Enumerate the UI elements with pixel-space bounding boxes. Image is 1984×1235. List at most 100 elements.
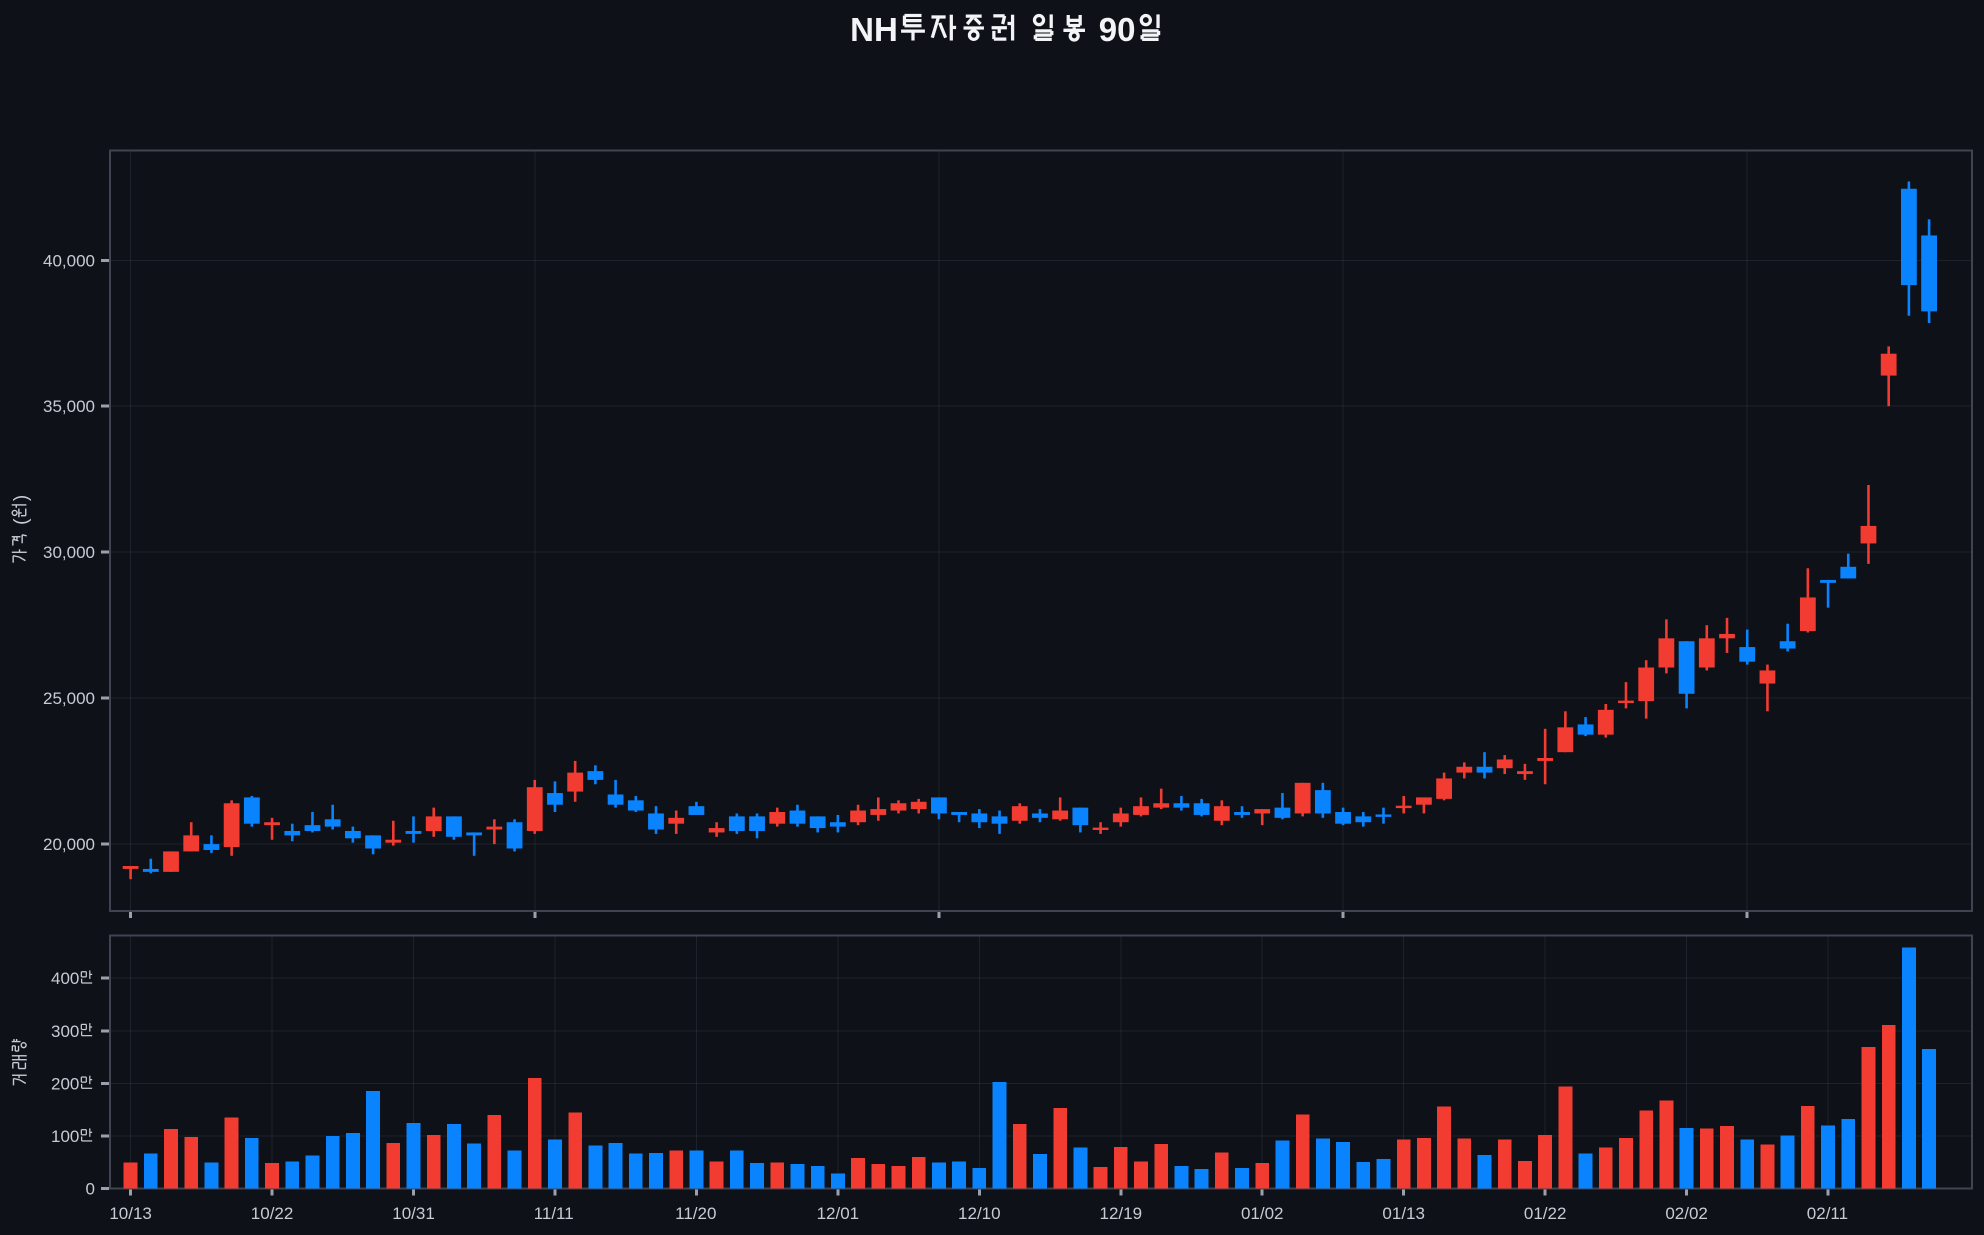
candle-body — [1092, 827, 1109, 830]
candle-body — [1294, 782, 1311, 814]
volume-bar — [568, 1112, 583, 1189]
volume-bar — [1134, 1161, 1148, 1189]
volume-bar — [1841, 1119, 1856, 1189]
hangul-glyph — [11, 1038, 27, 1052]
date-tick-label-text: 01/13 — [1382, 1204, 1425, 1223]
volume-bar — [1295, 1114, 1310, 1189]
candle-body — [1799, 597, 1816, 632]
price-tick-label: 25,000 — [43, 689, 95, 708]
volume-bar — [406, 1122, 421, 1189]
hangul-glyph — [963, 14, 984, 42]
date-tick-label-text: 12/19 — [1100, 1204, 1143, 1223]
volume-bar — [649, 1152, 663, 1189]
hangul-glyph — [12, 1074, 27, 1086]
volume-bar — [123, 1162, 138, 1189]
candle-body — [344, 830, 361, 839]
volume-bar — [932, 1162, 946, 1189]
candle-body — [1112, 813, 1129, 823]
date-tick-label: 12/10 — [958, 1204, 1001, 1223]
date-tick-label: 11/20 — [675, 1204, 716, 1223]
candle-body — [1597, 709, 1614, 735]
hangul-glyph — [930, 14, 957, 41]
candle-body — [1698, 638, 1715, 668]
candle-body — [1355, 816, 1372, 823]
date-tick-label: 01/13 — [1382, 1204, 1425, 1223]
volume-bar — [1720, 1126, 1734, 1189]
candle-body — [183, 835, 200, 852]
hangul-glyph — [11, 549, 27, 563]
candle-body — [1739, 647, 1756, 662]
candle-body — [385, 839, 402, 843]
volume-bar — [1416, 1138, 1431, 1189]
date-tick-label-text: 10/31 — [392, 1204, 435, 1223]
volume-bar — [851, 1158, 865, 1189]
volume-bar — [305, 1155, 320, 1189]
candle-body — [971, 813, 988, 823]
volume-bar — [1214, 1152, 1229, 1189]
volume-bar — [325, 1136, 340, 1189]
candle-body — [1032, 813, 1048, 818]
price-axis-title-text-text: ) — [11, 495, 32, 501]
volume-bar — [1113, 1147, 1128, 1189]
volume-bar — [164, 1129, 178, 1189]
axis-tick-labels: 20,000 25,000 30,000 35,000 40,000 0 100 200 300… — [43, 251, 1848, 1223]
date-tick-label: 10/22 — [251, 1204, 294, 1223]
volume-bar — [1740, 1139, 1755, 1189]
volume-bar — [1275, 1140, 1290, 1189]
candle-body — [809, 816, 826, 829]
volume-bar — [1194, 1169, 1209, 1189]
hangul-glyph — [11, 1055, 27, 1070]
volume-bar — [952, 1161, 967, 1189]
volume-tick-label-text: 300 — [51, 1022, 79, 1041]
volume-bar — [1012, 1123, 1027, 1189]
candle-body — [1254, 809, 1271, 814]
volume-bar — [810, 1166, 825, 1189]
candle-body — [304, 825, 321, 831]
candle-body — [708, 828, 725, 833]
candle-body — [769, 812, 786, 824]
volume-bar — [1437, 1106, 1452, 1189]
candle-body — [1557, 727, 1574, 753]
candle-body — [1840, 566, 1857, 579]
price-axis-title: () — [11, 495, 32, 563]
date-tick-label: 11/11 — [534, 1204, 574, 1223]
candle-body — [1436, 778, 1453, 799]
chart-title: NH 90 — [850, 11, 1161, 48]
candle-body — [728, 816, 745, 831]
candle-body — [1395, 805, 1412, 809]
candle-body — [446, 816, 462, 837]
volume-bar — [1033, 1153, 1047, 1189]
candle-body — [1658, 638, 1675, 668]
price-tick-label: 35,000 — [43, 397, 95, 416]
volume-bar — [143, 1153, 158, 1189]
volume-bar — [588, 1145, 603, 1189]
volume-bar — [1780, 1135, 1795, 1189]
date-tick-label-text: 02/11 — [1807, 1204, 1848, 1223]
candle-body — [1860, 525, 1877, 544]
price-tick-label: 20,000 — [43, 835, 95, 854]
volume-bar — [487, 1115, 502, 1189]
hangul-glyph — [1139, 13, 1161, 42]
volume-bar — [1800, 1106, 1815, 1189]
volume-bar — [1497, 1139, 1512, 1189]
volume-bar — [1659, 1100, 1674, 1189]
volume-bar — [1578, 1153, 1593, 1189]
candle-body — [526, 787, 543, 831]
volume-bar — [345, 1132, 360, 1189]
candle-body — [567, 772, 584, 792]
volume-bar — [1053, 1108, 1068, 1189]
volume-bar — [689, 1150, 704, 1189]
volume-bar — [224, 1117, 239, 1189]
volume-bar — [507, 1150, 522, 1189]
candle-body — [1335, 812, 1351, 824]
candle-body — [1900, 188, 1917, 286]
candle-body — [1213, 806, 1230, 821]
candle-body — [1052, 810, 1069, 820]
volume-bar — [548, 1139, 562, 1189]
volume-bar — [709, 1161, 724, 1189]
volume-tick-label-text: 0 — [86, 1180, 95, 1199]
candle-body — [405, 830, 422, 834]
candle-body — [1193, 803, 1210, 815]
candle-body — [688, 806, 705, 815]
date-tick-label: 12/01 — [817, 1204, 860, 1223]
